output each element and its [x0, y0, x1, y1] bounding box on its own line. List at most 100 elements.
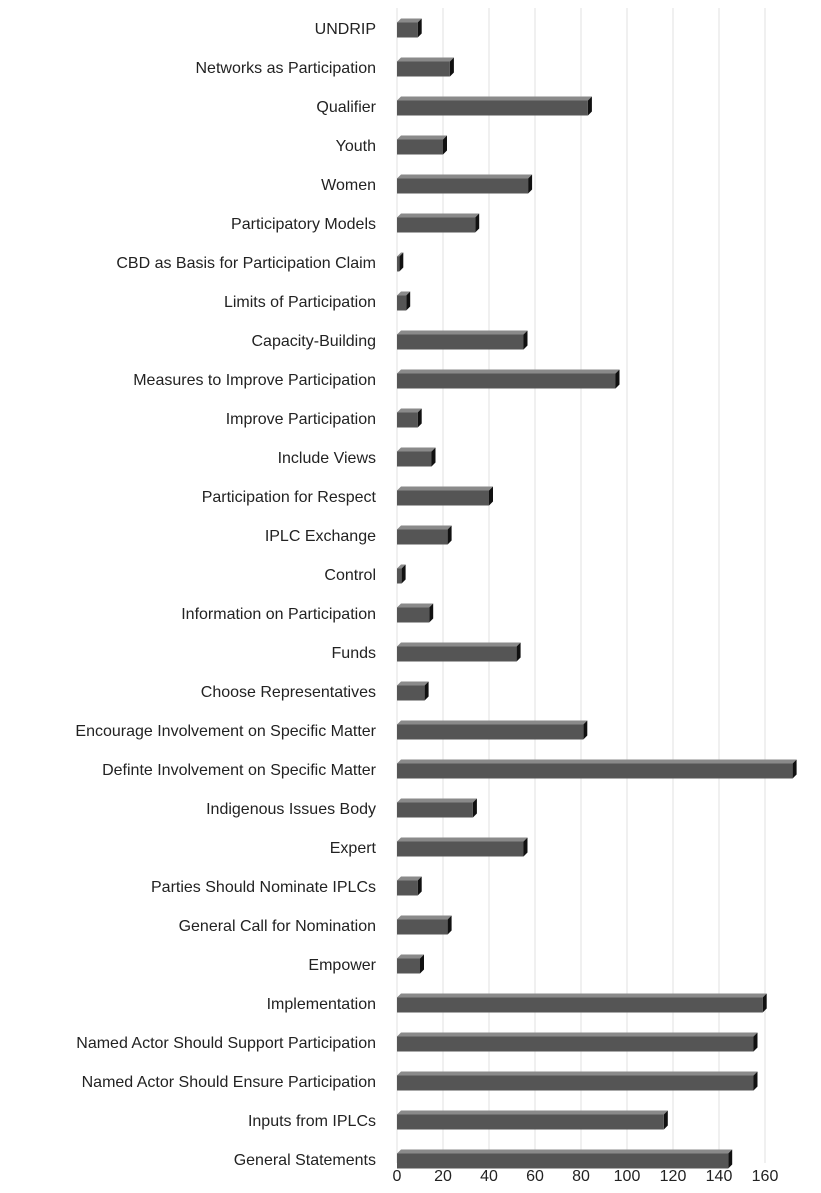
y-tick-label: General Call for Nomination [179, 918, 376, 935]
y-tick-label: UNDRIP [315, 21, 376, 38]
y-tick-label: Measures to Improve Participation [133, 372, 376, 389]
bar-top [397, 681, 429, 686]
bar-side [516, 642, 521, 662]
bar-side [728, 1149, 733, 1169]
x-tick-label: 80 [572, 1168, 590, 1185]
bar [397, 334, 524, 350]
bar-side [489, 486, 493, 506]
y-tick-label: Expert [330, 840, 377, 857]
bar-side [762, 993, 767, 1013]
bar-side [417, 408, 422, 428]
y-tick-label: Networks as Participation [195, 60, 376, 77]
bar-top [397, 525, 452, 530]
bar [397, 178, 529, 194]
bar-side [583, 720, 588, 740]
bar [397, 490, 489, 506]
bar-side [753, 1071, 758, 1091]
y-tick-label: General Statements [234, 1152, 376, 1169]
bar-side [447, 915, 452, 935]
y-tick-label: Implementation [267, 996, 376, 1013]
bar-top [397, 1032, 758, 1037]
bar [397, 217, 476, 233]
bar-side [449, 57, 454, 77]
bar-top [397, 174, 533, 179]
bar-top [397, 57, 454, 62]
bar-side [447, 525, 452, 545]
bar [397, 763, 793, 779]
bar [397, 412, 418, 428]
bar [397, 100, 588, 116]
bar [397, 997, 763, 1013]
y-tick-label: CBD as Basis for Participation Claim [116, 255, 376, 272]
bar-top [397, 876, 422, 881]
bar-top [397, 603, 434, 608]
bar-side [424, 681, 429, 701]
bar [397, 841, 524, 857]
y-tick-label: Qualifier [316, 99, 376, 116]
bar-top [397, 1110, 668, 1115]
bar-side [528, 174, 533, 194]
bar [397, 256, 400, 272]
bar-top [397, 135, 447, 140]
bar [397, 724, 584, 740]
y-tick-label: Indigenous Issues Body [206, 801, 376, 818]
bar [397, 958, 420, 974]
bar [397, 607, 430, 623]
x-tick-label: 100 [614, 1168, 641, 1185]
bar [397, 139, 443, 155]
bar-top [397, 798, 477, 803]
y-tick-label: Include Views [278, 450, 376, 467]
bar-top [397, 213, 480, 218]
bar [397, 646, 517, 662]
bar [397, 22, 418, 38]
bar-side [443, 135, 447, 155]
x-tick-label: 140 [706, 1168, 733, 1185]
bar [397, 1036, 754, 1052]
bar-top [397, 915, 452, 920]
bar-top [397, 993, 767, 998]
bar [397, 1153, 729, 1169]
bar [397, 1075, 754, 1091]
bar-top [397, 1149, 733, 1154]
bar-top [397, 96, 592, 101]
bar [397, 880, 418, 896]
bar-side [399, 252, 404, 272]
y-tick-label: IPLC Exchange [265, 528, 376, 545]
bar-side [406, 291, 411, 311]
bar-top [397, 291, 411, 296]
bar-side [475, 213, 480, 233]
bar-side [615, 369, 620, 389]
bar-side [792, 759, 797, 779]
x-tick-label: 0 [393, 1168, 402, 1185]
bar [397, 568, 402, 584]
bar-top [397, 720, 588, 725]
y-tick-label: Definte Involvement on Specific Matter [102, 762, 377, 779]
y-tick-label: Participation for Respect [202, 489, 377, 506]
x-tick-label: 160 [752, 1168, 779, 1185]
y-tick-label: Participatory Models [231, 216, 376, 233]
bar [397, 685, 425, 701]
y-tick-label: Capacity-Building [251, 333, 376, 350]
bar-top [397, 954, 424, 959]
y-tick-label: Inputs from IPLCs [248, 1113, 376, 1130]
y-tick-label: Encourage Involvement on Specific Matter [75, 723, 376, 740]
x-tick-label: 120 [660, 1168, 687, 1185]
bar-side [523, 330, 528, 350]
bar [397, 802, 473, 818]
bar-top [397, 564, 406, 569]
bar-top [397, 408, 422, 413]
bar [397, 529, 448, 545]
bar-side [587, 96, 592, 116]
bar-side [420, 954, 424, 974]
bar-side [417, 18, 422, 38]
bar-side [417, 876, 422, 896]
bar [397, 373, 616, 389]
bar-top [397, 486, 493, 491]
bar-side [523, 837, 528, 857]
bar-side [472, 798, 477, 818]
y-tick-label: Women [321, 177, 376, 194]
bar [397, 61, 450, 77]
bar-side [663, 1110, 668, 1130]
bar [397, 451, 432, 467]
